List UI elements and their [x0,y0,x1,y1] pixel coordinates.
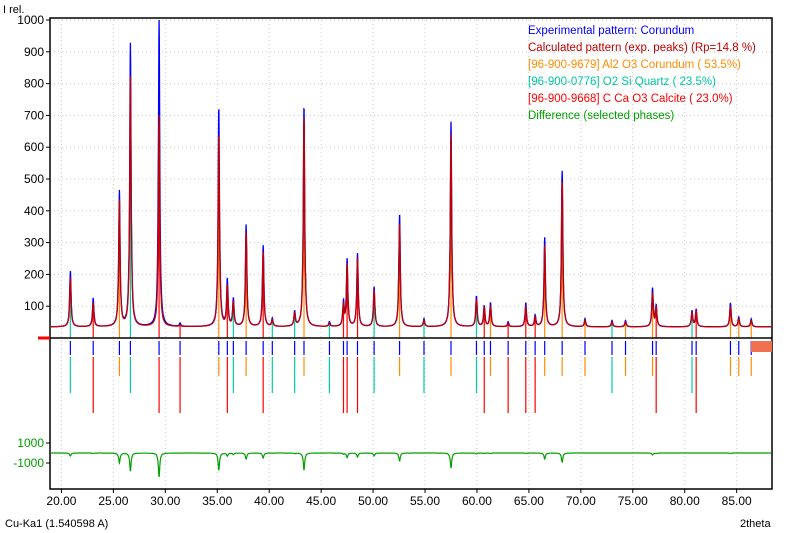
diff-y-tick-label: -1000 [13,456,44,470]
x-tick-label: 50.00 [358,494,388,508]
curves [51,19,771,478]
x-tick-label: 20.00 [46,494,76,508]
x-tick-label: 30.00 [150,494,180,508]
range-marker [751,341,772,352]
legend-entry: [96-900-0776] O2 Si Quartz ( 23.5%) [528,76,716,88]
y-axis-label: I rel. [3,4,24,16]
axes: 100 200 300 400 500 600 700 800 900 1000 20.00 25.0… [13,13,773,508]
zero-marker [38,336,50,340]
y-tick-label: 300 [24,236,44,250]
y-tick-label: 100 [24,299,44,313]
diff-y-tick-label: 1000 [17,436,44,450]
legend-entry: [96-900-9679] Al2 O3 Corundum ( 53.5%) [528,59,741,71]
y-tick-label: 1000 [17,13,44,27]
calculated-pattern [51,76,771,328]
y-tick-label: 600 [24,140,44,154]
plot-frame [49,17,773,490]
legend-entry: [96-900-9668] C Ca O3 Calcite ( 23.0%) [528,93,733,105]
x-tick-label: 60.00 [462,494,492,508]
legend-entry: Difference (selected phases) [528,110,674,122]
legend-entry: Calculated pattern (exp. peaks) (Rp=14.8… [528,42,756,54]
legend-entry: Experimental pattern: Corundum [528,25,694,37]
legend: Experimental pattern: Corundum Calculated… [528,25,756,122]
x-tick-label: 80.00 [670,494,700,508]
grid [50,19,772,489]
x-tick-label: 65.00 [514,494,544,508]
x-tick-label: 35.00 [202,494,232,508]
x-tick-label: 40.00 [254,494,284,508]
y-tick-label: 500 [24,172,44,186]
y-tick-label: 400 [24,204,44,218]
x-tick-label: 75.00 [618,494,648,508]
y-tick-label: 200 [24,267,44,281]
y-tick-label: 800 [24,77,44,91]
x-axis-label: 2theta [740,518,771,530]
phase-markers [69,90,752,413]
difference-curve [51,452,771,478]
x-tick-label: 70.00 [566,494,596,508]
x-tick-label: 45.00 [306,494,336,508]
y-tick-label: 900 [24,45,44,59]
x-tick-label: 85.00 [722,494,752,508]
x-tick-label: 55.00 [410,494,440,508]
wavelength-label: Cu-Ka1 (1.540598 A) [5,518,108,530]
y-tick-label: 700 [24,108,44,122]
x-tick-label: 25.00 [98,494,128,508]
